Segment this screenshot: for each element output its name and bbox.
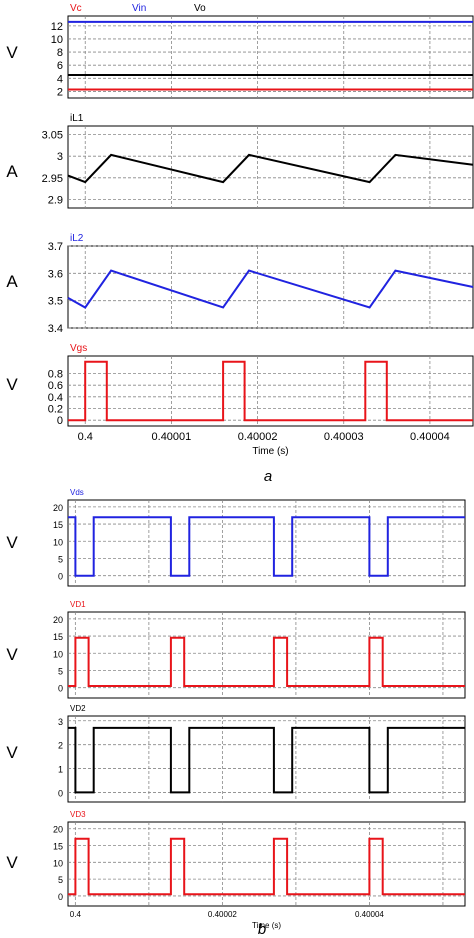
y-tick-label: 0: [58, 788, 63, 798]
x-tick-label: 0.40004: [410, 431, 450, 443]
series-line-vd1: [68, 636, 465, 687]
y-tick-label: 3.05: [42, 130, 63, 142]
y-unit-label: V: [6, 533, 18, 552]
y-unit-label: V: [6, 743, 18, 762]
y-tick-label: 0.6: [48, 380, 63, 392]
series-label-vds: Vds: [70, 488, 84, 497]
x-tick-label: 0.4: [78, 431, 93, 443]
y-tick-label: 3.7: [48, 241, 63, 253]
y-tick-label: 2.9: [48, 194, 63, 206]
y-tick-label: 3: [57, 151, 63, 163]
series-line-il2: [67, 269, 474, 309]
y-tick-label: 20: [53, 503, 63, 513]
x-tick-label: 0.40002: [238, 431, 278, 443]
x-tick-label: 0.40001: [152, 431, 192, 443]
y-tick-label: 12: [51, 21, 63, 33]
chart-panel-vd3: 0 5 10 15 20 V VD3 0.4 0.40002 0.40004 Time (s): [6, 810, 466, 930]
y-tick-label: 10: [53, 537, 63, 547]
series-label-vo: Vo: [194, 3, 206, 14]
chart-panel-vd2: 0 1 2 3 V VD2: [6, 704, 466, 803]
series-line-vd2: [68, 726, 465, 794]
y-tick-label: 10: [51, 34, 63, 46]
y-tick-label: 20: [53, 825, 63, 835]
plot-area: [67, 611, 466, 699]
y-tick-label: 3.5: [48, 296, 63, 308]
y-tick-label: 15: [53, 632, 63, 642]
x-tick-label: 0.4: [70, 910, 82, 919]
y-unit-label: A: [6, 162, 18, 181]
series-label-vc: Vc: [70, 3, 82, 14]
y-tick-label: 0: [58, 684, 63, 694]
x-tick-label: 0.40002: [208, 910, 237, 919]
x-axis-label: Time (s): [252, 921, 281, 930]
plot-area: [67, 715, 466, 803]
y-tick-label: 10: [53, 858, 63, 868]
plot-area: [67, 245, 474, 329]
plot-area: [67, 821, 466, 907]
y-tick-label: 6: [57, 60, 63, 72]
series-label-vgs: Vgs: [70, 343, 87, 354]
series-line-vgs: [68, 360, 473, 422]
y-tick-label: 3: [58, 717, 63, 727]
plot-area: [67, 499, 466, 587]
series-label-vd3: VD3: [70, 810, 86, 819]
y-tick-label: 10: [53, 649, 63, 659]
series-label-vd1: VD1: [70, 600, 86, 609]
plot-area: [67, 355, 474, 427]
y-tick-label: 5: [58, 554, 63, 564]
y-tick-label: 0: [57, 415, 63, 427]
y-unit-label: A: [6, 272, 18, 291]
y-unit-label: V: [6, 43, 18, 62]
caption-b: b: [258, 921, 266, 938]
series-label-il1: iL1: [70, 113, 84, 124]
y-unit-label: V: [6, 853, 18, 872]
y-unit-label: V: [6, 375, 18, 394]
y-tick-label: 5: [58, 666, 63, 676]
y-tick-label: 0.8: [48, 369, 63, 381]
chart-panel-vd1: 0 5 10 15 20 V VD1: [6, 600, 466, 699]
y-unit-label: V: [6, 645, 18, 664]
y-tick-label: 0: [58, 572, 63, 582]
x-axis-label: Time (s): [252, 446, 288, 457]
y-tick-label: 5: [58, 875, 63, 885]
y-tick-label: 0.4: [48, 392, 63, 404]
y-tick-label: 0.2: [48, 404, 63, 416]
y-tick-label: 4: [57, 73, 63, 85]
x-tick-label: 0.40004: [355, 910, 384, 919]
series-line-vds: [68, 516, 465, 577]
y-tick-label: 2: [57, 86, 63, 98]
series-line-vd3: [68, 837, 465, 896]
y-tick-label: 20: [53, 615, 63, 625]
y-tick-label: 8: [57, 47, 63, 59]
plot-area: [67, 125, 474, 209]
plot-area: [67, 15, 474, 99]
y-tick-label: 3.6: [48, 268, 63, 280]
chart-panel-vds: 0 5 10 15 20 V Vds: [6, 488, 466, 587]
y-tick-label: 1: [58, 765, 63, 775]
y-tick-label: 2: [58, 741, 63, 751]
series-label-vin: Vin: [132, 3, 146, 14]
x-tick-label: 0.40003: [324, 431, 364, 443]
y-tick-label: 15: [53, 842, 63, 852]
y-tick-label: 2.95: [42, 173, 63, 185]
y-tick-label: 0: [58, 892, 63, 902]
y-tick-label: 3.4: [48, 323, 63, 335]
series-label-vd2: VD2: [70, 704, 86, 713]
series-label-il2: iL2: [70, 233, 84, 244]
y-tick-label: 15: [53, 520, 63, 530]
series-line-il1: [67, 153, 474, 184]
caption-a: a: [264, 468, 272, 485]
